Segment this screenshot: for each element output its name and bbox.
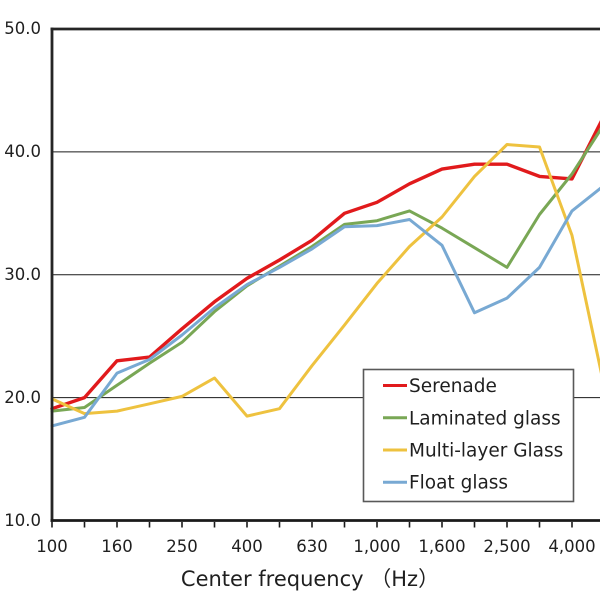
legend: Serenade Laminated glass Multi-layer Gla… [362,368,575,503]
y-axis-label-40: 40.0 [4,142,41,161]
x-axis-label-100: 100 [36,537,68,556]
y-axis-tick-labels: 50.0 40.0 30.0 20.0 10.0 [4,19,41,530]
legend-label-float-glass: Float glass [409,473,508,494]
y-axis-label-10: 10.0 [4,511,41,530]
legend-label-serenade: Serenade [409,376,497,397]
series-line-serenade [50,120,600,411]
series-line-laminated-glass [50,127,600,413]
x-axis-ticks [51,522,573,528]
x-axis-label-630: 630 [296,537,328,556]
x-axis-label-4000: 4,000 [548,537,595,556]
legend-label-laminated-glass: Laminated glass [409,408,561,429]
x-axis-title: Center frequency （Hz） [181,567,439,591]
y-axis-label-50: 50.0 [4,19,41,38]
x-axis-label-2500: 2,500 [483,537,530,556]
legend-label-multi-layer-glass: Multi-layer Glass [409,441,563,462]
x-axis-label-400: 400 [231,537,263,556]
series-line-float-glass [50,186,600,428]
series-lines [50,120,600,428]
legend-box [362,368,575,503]
y-axis-label-30: 30.0 [4,265,41,284]
gridlines [52,151,600,399]
series-line-multi-layer-glass [50,143,600,418]
x-axis-label-1600: 1,600 [418,537,465,556]
x-axis-label-1000: 1,000 [353,537,400,556]
x-axis-label-250: 250 [166,537,198,556]
x-axis-tick-labels: 100 160 250 400 630 1,000 1,600 2,500 4,000 [36,537,595,556]
y-axis-label-20: 20.0 [4,388,41,407]
axes [50,27,600,522]
x-axis-label-160: 160 [101,537,133,556]
